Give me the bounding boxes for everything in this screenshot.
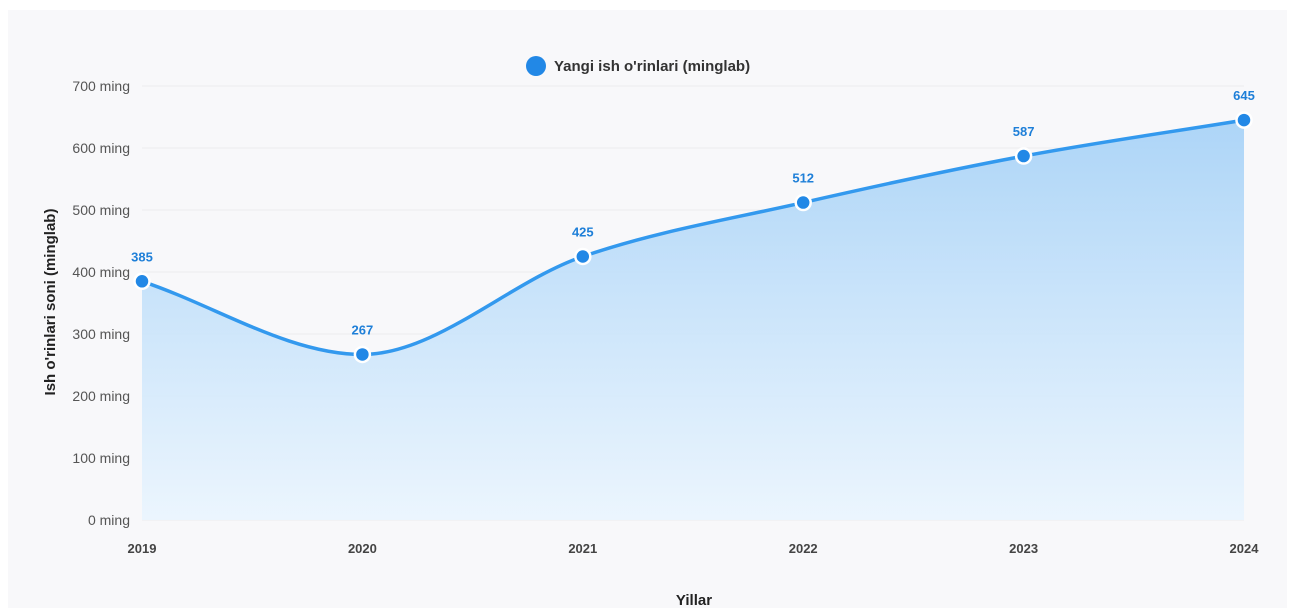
data-label: 587 [1013,124,1035,139]
data-label: 267 [352,322,374,337]
x-axis-title: Yillar [676,592,712,608]
x-tick-label: 2024 [1230,541,1260,556]
y-tick-label: 300 ming [72,326,130,342]
data-points [133,111,1253,364]
data-label: 512 [792,171,814,186]
y-tick-label: 500 ming [72,202,130,218]
x-tick-label: 2022 [789,541,818,556]
series-line [140,118,1246,357]
y-axis-title: Ish o'rinlari soni (minglab) [42,209,59,396]
data-label: 645 [1233,88,1255,103]
data-point[interactable] [353,345,372,364]
data-labels: 385 267 425 512 587 645 [131,88,1255,337]
legend-label: Yangi ish o'rinlari (minglab) [554,58,750,75]
y-tick-label: 700 ming [72,78,130,94]
legend-marker [526,56,546,76]
data-point[interactable] [794,193,812,212]
data-label: 385 [131,249,153,264]
data-point[interactable] [1235,111,1253,129]
legend[interactable]: Yangi ish o'rinlari (minglab) [526,56,750,76]
y-tick-label: 600 ming [72,140,130,156]
data-point[interactable] [574,247,592,266]
y-tick-label: 0 ming [88,512,130,528]
x-tick-label: 2020 [348,541,377,556]
y-axis-ticks: 0 ming 100 ming 200 ming 300 ming 400 ming 50… [72,78,130,528]
data-label: 425 [572,225,594,240]
x-axis-ticks: 2019 2020 2021 2022 2023 2024 [128,541,1260,556]
data-point[interactable] [133,272,151,291]
x-tick-label: 2019 [128,541,157,556]
y-tick-label: 400 ming [72,264,130,280]
series-area-fill [142,120,1244,520]
y-tick-label: 200 ming [72,388,130,404]
x-tick-label: 2023 [1009,541,1038,556]
x-tick-label: 2021 [568,541,597,556]
y-tick-label: 100 ming [72,450,130,466]
data-point[interactable] [1014,147,1033,165]
